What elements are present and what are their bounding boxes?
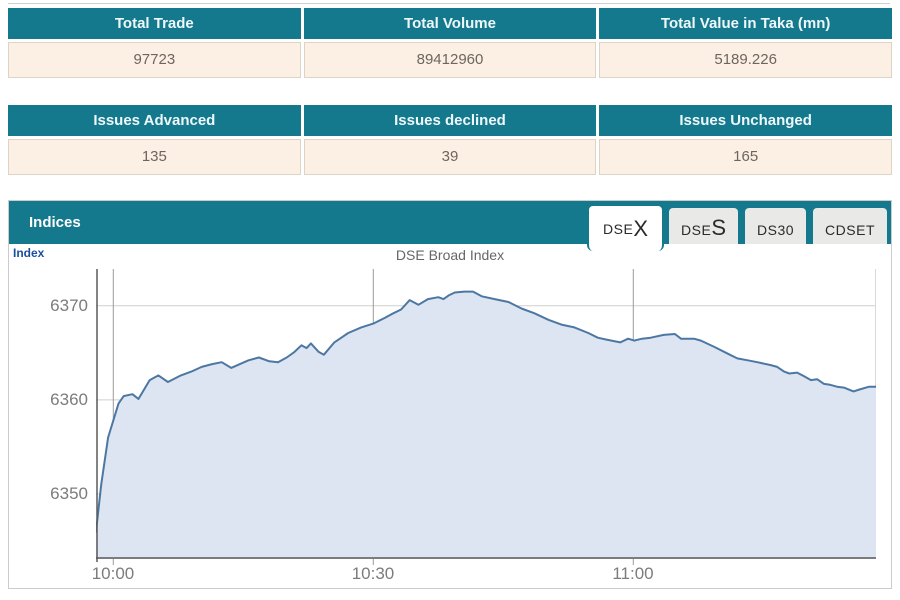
y-tick-6350: 6350 — [50, 484, 88, 503]
tab-dses-label: DSE — [681, 222, 712, 238]
trade-summary-table: Total Trade Total Volume Total Value in … — [8, 8, 892, 78]
tab-dses-label-suffix: S — [711, 215, 727, 240]
value-issues-unchanged: 165 — [599, 139, 892, 175]
indices-panel-header: Indices DSE X DSE S DS30 CDSET — [9, 201, 891, 251]
index-chart: Index DSE Broad Index 6370 6360 6350 10:… — [9, 244, 891, 588]
header-issues-declined: Issues declined — [303, 105, 597, 136]
header-total-volume: Total Volume — [303, 8, 597, 39]
x-tick-1100: 11:00 — [612, 564, 654, 583]
y-axis-name: Index — [13, 246, 45, 260]
value-issues-advanced: 135 — [8, 139, 301, 175]
header-total-trade: Total Trade — [8, 8, 301, 39]
tab-ds30-label: DS30 — [757, 222, 795, 238]
tab-dsex-label-suffix: X — [633, 215, 649, 241]
tab-ds30[interactable]: DS30 — [743, 206, 809, 244]
index-tabs: DSE X DSE S DS30 CDSET — [587, 204, 889, 251]
header-issues-advanced: Issues Advanced — [8, 105, 301, 136]
dsex-area-chart — [96, 269, 876, 565]
chart-title: DSE Broad Index — [395, 247, 505, 263]
header-total-value: Total Value in Taka (mn) — [599, 8, 892, 39]
top-divider — [8, 3, 890, 4]
y-tick-6370: 6370 — [50, 296, 88, 315]
tab-dsex-label: DSE — [603, 220, 634, 237]
indices-panel: Indices DSE X DSE S DS30 CDSET Index DSE B… — [8, 200, 892, 589]
x-tick-1000: 10:00 — [91, 564, 135, 583]
value-issues-declined: 39 — [303, 139, 597, 175]
issues-summary-table: Issues Advanced Issues declined Issues U… — [8, 105, 892, 175]
indices-panel-title: Indices — [29, 214, 81, 231]
y-tick-6360: 6360 — [50, 390, 88, 409]
value-total-volume: 89412960 — [303, 42, 597, 78]
tab-dsex[interactable]: DSE X — [587, 204, 665, 251]
value-total-value: 5189.226 — [599, 42, 892, 78]
header-issues-unchanged: Issues Unchanged — [599, 105, 892, 136]
value-total-trade: 97723 — [8, 42, 301, 78]
tab-dses[interactable]: DSE S — [667, 206, 741, 244]
x-tick-1030: 10:30 — [351, 564, 395, 583]
tab-cdset-label: CDSET — [825, 222, 875, 238]
tab-cdset[interactable]: CDSET — [811, 206, 889, 244]
